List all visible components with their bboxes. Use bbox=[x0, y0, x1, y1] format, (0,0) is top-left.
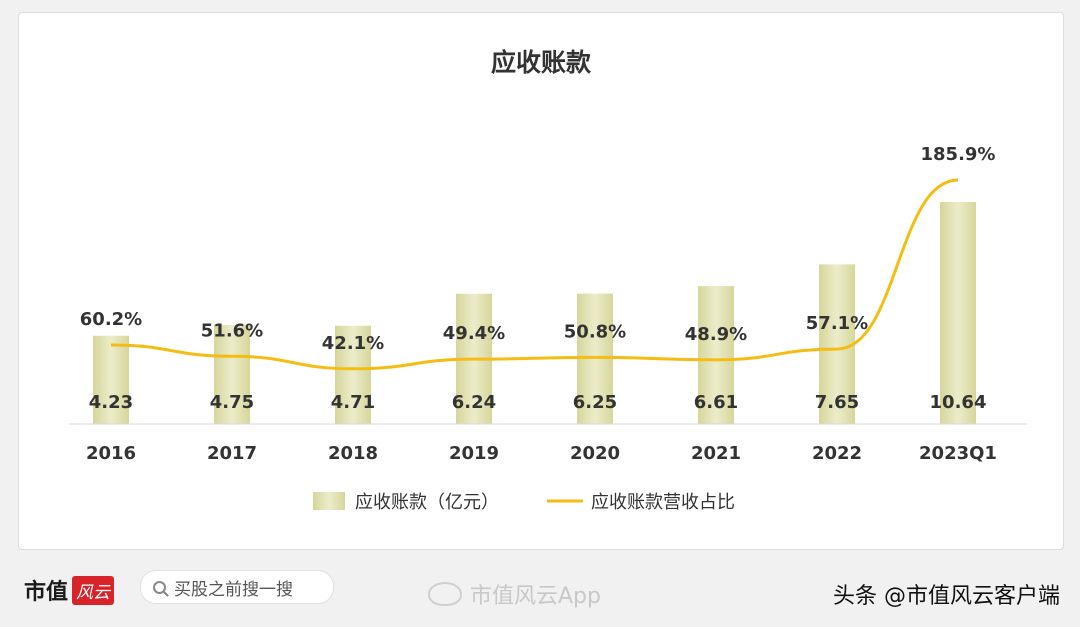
weibo-text: 市值风云App bbox=[470, 584, 601, 609]
line-value-label: 42.1% bbox=[322, 333, 384, 354]
legend-label-line: 应收账款营收占比 bbox=[591, 492, 735, 513]
chart: 应收账款 4.23 4.75 4.71 6.24 6.25 6.61 7.65 10.64 60… bbox=[69, 48, 1027, 513]
ratio-line bbox=[110, 178, 959, 371]
bar-value-label: 10.64 bbox=[930, 392, 987, 413]
bar bbox=[93, 335, 129, 424]
bar-value-label: 6.25 bbox=[573, 392, 617, 413]
x-tick-label: 2018 bbox=[328, 443, 378, 464]
line-value-label: 50.8% bbox=[564, 321, 626, 342]
search-box[interactable]: 买股之前搜一搜 bbox=[140, 570, 334, 604]
chart-title: 应收账款 bbox=[491, 48, 592, 77]
bar bbox=[214, 324, 250, 424]
footer-bar: 市值 风云 买股之前搜一搜 市值风云App 头条 @市值风云客户端 bbox=[0, 556, 1080, 627]
bar-value-label: 6.24 bbox=[452, 392, 496, 413]
line-value-label: 48.9% bbox=[685, 324, 747, 345]
x-tick-label: 2022 bbox=[812, 443, 862, 464]
toutiao-credit: 头条 @市值风云客户端 bbox=[833, 584, 1060, 609]
bar bbox=[335, 325, 371, 424]
weibo-icon bbox=[428, 582, 462, 606]
legend: 应收账款（亿元） 应收账款营收占比 bbox=[313, 492, 735, 513]
search-placeholder: 买股之前搜一搜 bbox=[174, 579, 293, 600]
bar bbox=[819, 264, 855, 424]
bar-value-label: 4.23 bbox=[89, 392, 133, 413]
bar-value-label: 7.65 bbox=[815, 392, 859, 413]
x-tick-label: 2023Q1 bbox=[919, 443, 997, 464]
bar-value-label: 4.71 bbox=[331, 392, 375, 413]
legend-swatch-bar bbox=[313, 492, 345, 510]
search-icon bbox=[153, 580, 166, 594]
line-value-label: 51.6% bbox=[201, 320, 263, 341]
legend-label-bar: 应收账款（亿元） bbox=[355, 492, 499, 513]
brand-seal: 风云 bbox=[72, 575, 115, 605]
line-value-label: 60.2% bbox=[80, 309, 142, 330]
line-value-label: 49.4% bbox=[443, 323, 505, 344]
x-tick-label: 2019 bbox=[449, 443, 499, 464]
bar-value-label: 6.61 bbox=[694, 392, 738, 413]
bar bbox=[698, 286, 734, 424]
bar bbox=[940, 202, 976, 424]
brand-name: 市值 bbox=[24, 580, 69, 605]
line-value-label: 57.1% bbox=[806, 313, 868, 334]
line-value-label: 185.9% bbox=[921, 144, 996, 165]
x-tick-label: 2016 bbox=[86, 443, 136, 464]
weibo-watermark: 市值风云App bbox=[428, 578, 601, 610]
bar-value-label: 4.75 bbox=[210, 392, 254, 413]
x-tick-label: 2017 bbox=[207, 443, 257, 464]
brand-logo: 市值 风云 bbox=[24, 574, 115, 606]
x-tick-label: 2020 bbox=[570, 443, 620, 464]
x-tick-label: 2021 bbox=[691, 443, 741, 464]
chart-card: 应收账款 4.23 4.75 4.71 6.24 6.25 6.61 7.65 10.64 60… bbox=[18, 12, 1064, 550]
